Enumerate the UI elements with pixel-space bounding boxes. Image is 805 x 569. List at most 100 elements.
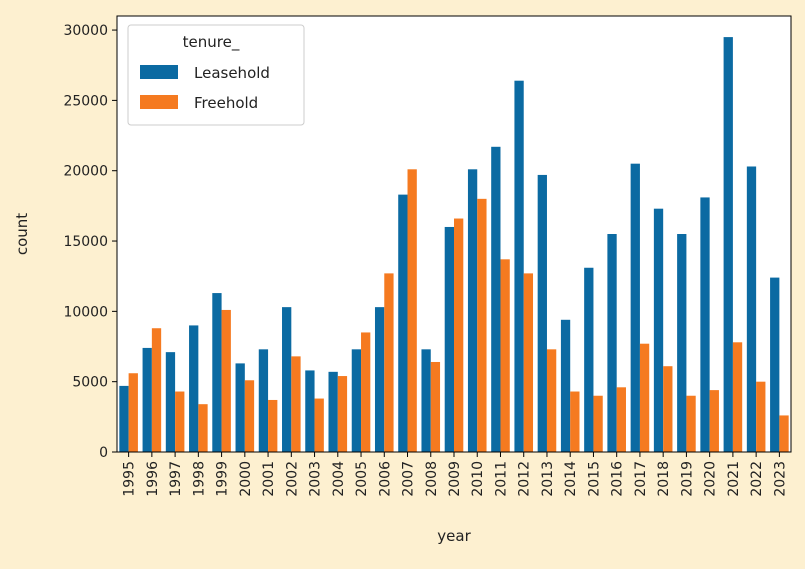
bar-leasehold-2014 bbox=[560, 319, 571, 452]
y-tick-label-30000: 30000 bbox=[63, 23, 108, 39]
bar-leasehold-2022 bbox=[746, 166, 757, 452]
x-axis-label: year bbox=[437, 527, 471, 545]
bar-freehold-2011 bbox=[500, 259, 510, 452]
x-tick-label-2008: 2008 bbox=[424, 461, 440, 497]
bar-freehold-1996 bbox=[151, 328, 162, 452]
bar-freehold-2022 bbox=[756, 381, 766, 452]
bar-leasehold-2018 bbox=[653, 208, 664, 452]
legend-items: Leasehold Freehold bbox=[140, 64, 270, 112]
x-tick-label-2013: 2013 bbox=[540, 461, 556, 497]
x-tick-label-2011: 2011 bbox=[493, 461, 509, 497]
bar-freehold-2014 bbox=[570, 391, 580, 452]
x-tick-label-1996: 1996 bbox=[145, 461, 161, 497]
y-tick-label-10000: 10000 bbox=[63, 304, 108, 320]
y-axis-label: count bbox=[13, 213, 31, 255]
bar-leasehold-2004 bbox=[328, 371, 338, 452]
x-tick-label-2017: 2017 bbox=[633, 461, 649, 497]
bar-freehold-2016 bbox=[616, 387, 626, 452]
x-tick-label-2020: 2020 bbox=[703, 461, 719, 497]
bar-leasehold-2008 bbox=[421, 349, 431, 452]
y-tick-label-0: 0 bbox=[99, 445, 108, 461]
legend-swatch-leasehold bbox=[140, 65, 178, 79]
x-tick-label-2023: 2023 bbox=[772, 461, 788, 497]
x-tick-label-2012: 2012 bbox=[517, 461, 533, 497]
bar-leasehold-1998 bbox=[189, 325, 199, 452]
x-tick-label-2022: 2022 bbox=[749, 461, 765, 497]
y-tick-label-20000: 20000 bbox=[63, 164, 108, 180]
bar-leasehold-2021 bbox=[723, 37, 733, 453]
bar-leasehold-2003 bbox=[305, 370, 315, 452]
x-tick-label-2006: 2006 bbox=[377, 461, 393, 497]
bar-freehold-2003 bbox=[314, 398, 324, 452]
bar-leasehold-1996 bbox=[142, 347, 152, 452]
bar-freehold-2009 bbox=[454, 218, 464, 452]
bar-leasehold-2000 bbox=[235, 363, 245, 452]
x-tick-label-2007: 2007 bbox=[401, 461, 417, 497]
bar-leasehold-2013 bbox=[537, 174, 547, 453]
x-tick-label-1999: 1999 bbox=[215, 461, 231, 497]
y-tick-label-25000: 25000 bbox=[63, 93, 108, 109]
bar-leasehold-2009 bbox=[444, 226, 454, 452]
bar-leasehold-2020 bbox=[700, 197, 710, 452]
x-tick-label-2001: 2001 bbox=[261, 461, 277, 497]
legend-swatch-freehold bbox=[140, 95, 178, 109]
bar-freehold-2021 bbox=[732, 342, 743, 452]
bar-freehold-2008 bbox=[430, 361, 441, 452]
x-tick-label-1997: 1997 bbox=[168, 461, 184, 497]
bar-leasehold-2001 bbox=[258, 349, 269, 452]
y-tick-label-15000: 15000 bbox=[63, 234, 108, 250]
bar-freehold-2004 bbox=[337, 376, 348, 452]
x-tick-label-2009: 2009 bbox=[447, 461, 463, 497]
bar-freehold-2006 bbox=[384, 273, 394, 452]
bar-leasehold-2015 bbox=[584, 267, 594, 452]
bar-freehold-2000 bbox=[244, 380, 255, 452]
x-tick-label-2010: 2010 bbox=[470, 461, 486, 497]
bar-freehold-2019 bbox=[686, 395, 696, 452]
bar-freehold-2002 bbox=[291, 356, 301, 452]
x-tick-label-2021: 2021 bbox=[726, 461, 742, 497]
bar-leasehold-2006 bbox=[374, 307, 385, 452]
y-axis: 0 5000 10000 15000 20000 25000 30000 bbox=[63, 23, 117, 461]
bar-leasehold-1999 bbox=[212, 293, 222, 452]
x-tick-label-2016: 2016 bbox=[610, 461, 626, 497]
bar-leasehold-2010 bbox=[467, 169, 478, 452]
bar-freehold-1997 bbox=[175, 391, 185, 452]
x-tick-label-2003: 2003 bbox=[308, 461, 324, 497]
bar-freehold-2005 bbox=[361, 332, 371, 452]
legend-label-leasehold: Leasehold bbox=[194, 64, 270, 82]
bar-freehold-1995 bbox=[128, 373, 138, 452]
x-tick-label-2000: 2000 bbox=[238, 461, 254, 497]
bar-freehold-1998 bbox=[198, 404, 208, 452]
x-tick-label-2005: 2005 bbox=[354, 461, 370, 497]
bar-freehold-2007 bbox=[407, 169, 417, 452]
legend-title: tenure_ bbox=[183, 33, 240, 52]
bar-freehold-2018 bbox=[663, 366, 673, 452]
x-tick-label-2019: 2019 bbox=[679, 461, 695, 497]
x-tick-label-2002: 2002 bbox=[284, 461, 300, 497]
x-tick-label-2014: 2014 bbox=[563, 461, 579, 497]
x-tick-label-1998: 1998 bbox=[191, 461, 207, 497]
x-tick-label-2015: 2015 bbox=[586, 461, 602, 497]
x-axis: 1995 1996 1997 1998 1999 2000 2001 2002 2003 2004… bbox=[122, 452, 788, 497]
bar-freehold-1999 bbox=[221, 309, 231, 452]
x-tick-label-2018: 2018 bbox=[656, 461, 672, 497]
y-tick-label-5000: 5000 bbox=[72, 375, 108, 391]
plot-area bbox=[116, 15, 792, 453]
legend: tenure_ Leasehold Freehold bbox=[127, 24, 305, 126]
bar-leasehold-1995 bbox=[119, 385, 129, 452]
bar-freehold-2010 bbox=[477, 198, 487, 452]
bar-leasehold-2023 bbox=[770, 277, 780, 452]
bar-freehold-2015 bbox=[593, 395, 603, 452]
bar-freehold-2012 bbox=[523, 273, 534, 452]
bar-freehold-2020 bbox=[709, 390, 719, 452]
bar-leasehold-2005 bbox=[351, 349, 362, 452]
bar-leasehold-2012 bbox=[514, 80, 524, 452]
x-tick-label-1995: 1995 bbox=[122, 461, 138, 497]
bar-leasehold-2019 bbox=[677, 234, 687, 452]
bar-freehold-2023 bbox=[779, 415, 789, 452]
x-tick-label-2004: 2004 bbox=[331, 461, 347, 497]
bar-leasehold-1997 bbox=[165, 352, 176, 452]
bar-leasehold-2011 bbox=[491, 146, 501, 453]
legend-label-freehold: Freehold bbox=[194, 94, 258, 112]
